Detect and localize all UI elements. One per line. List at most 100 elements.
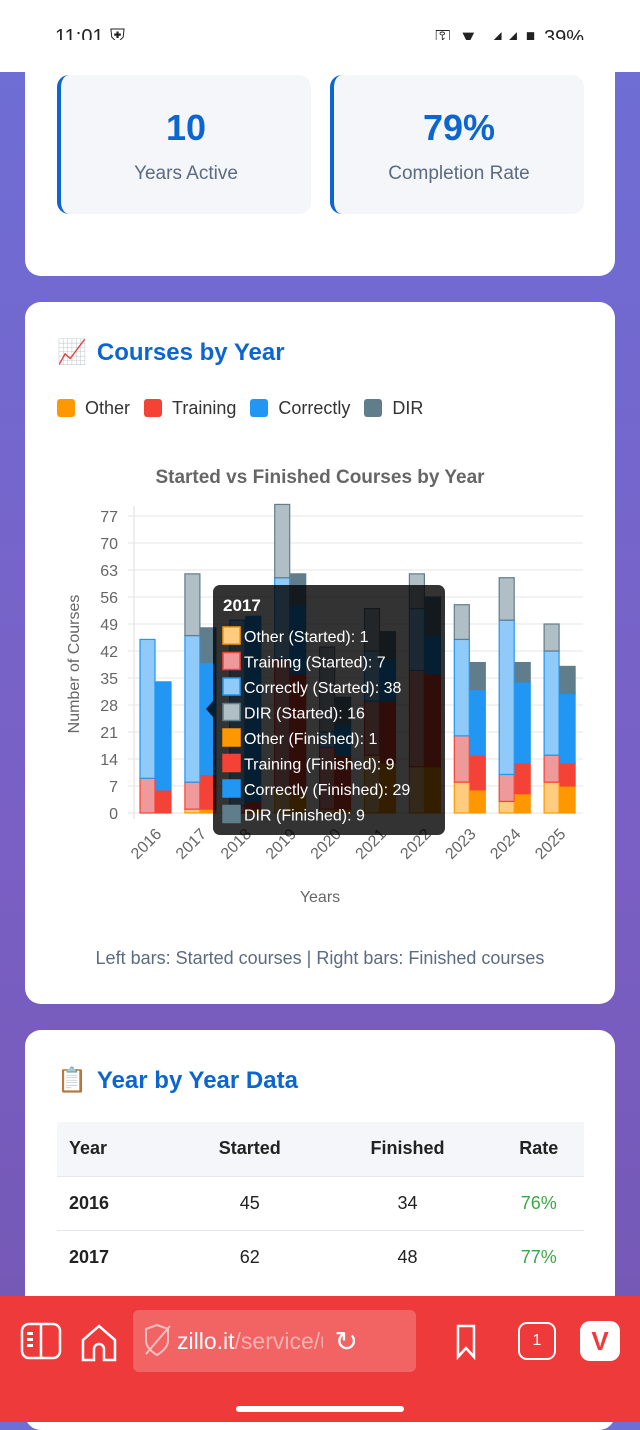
stat-label: Years Active — [134, 163, 238, 184]
bar-segment[interactable] — [453, 604, 470, 641]
cell-year: 2016 — [57, 1175, 178, 1230]
bar-segment[interactable] — [498, 773, 515, 803]
vivaldi-menu-icon[interactable]: V — [580, 1321, 620, 1361]
tracker-shield-icon[interactable] — [143, 1324, 173, 1358]
bar-segment[interactable] — [543, 650, 560, 756]
tooltip-swatch — [222, 779, 241, 798]
y-axis-label: Number of Courses — [66, 595, 83, 734]
bar-segment[interactable] — [155, 681, 172, 791]
reload-icon[interactable]: ↻ — [334, 1325, 358, 1357]
tooltip-item: Correctly (Started): 38 — [244, 680, 401, 697]
bar-segment[interactable] — [469, 789, 486, 814]
table-row: 2017 62 48 77% — [57, 1229, 584, 1284]
tooltip-item: DIR (Finished): 9 — [244, 808, 365, 825]
bar-segment[interactable] — [514, 762, 531, 795]
stat-completion-rate: 79% Completion Rate — [330, 75, 584, 214]
y-tick-label: 7 — [109, 779, 118, 796]
col-finished: Finished — [321, 1122, 494, 1176]
url-path: /service/u — [234, 1327, 323, 1354]
y-tick-label: 56 — [100, 590, 118, 607]
bar-segment[interactable] — [559, 692, 576, 764]
table-header: Year Started Finished Rate — [57, 1122, 584, 1176]
courses-chart[interactable]: Started vs Finished Courses by Year Year… — [25, 302, 615, 922]
tooltip-title: 2017 — [223, 596, 261, 615]
tooltip-swatch — [222, 728, 241, 747]
x-axis-label: Years — [300, 889, 340, 906]
col-year: Year — [57, 1122, 178, 1176]
tab-counter[interactable]: 1 — [518, 1322, 556, 1360]
table-row: 2016 45 34 76% — [57, 1175, 584, 1230]
bar-segment[interactable] — [274, 503, 291, 579]
y-tick-label: 77 — [100, 509, 118, 526]
x-tick-label: 2024 — [487, 826, 524, 863]
year-data-table: Year Started Finished Rate 2016 45 34 76… — [57, 1122, 584, 1284]
bar-segment[interactable] — [469, 661, 486, 691]
bar-segment[interactable] — [155, 789, 172, 814]
bar-segment[interactable] — [559, 762, 576, 787]
chart-tooltip: 2017 Other (Started): 1 Training (Started)… — [206, 585, 445, 835]
bar-segment[interactable] — [184, 573, 201, 637]
y-tick-label: 70 — [100, 536, 118, 553]
home-icon[interactable] — [80, 1324, 118, 1362]
bar-segment[interactable] — [498, 577, 515, 621]
bar-segment[interactable] — [514, 681, 531, 764]
col-rate: Rate — [493, 1122, 584, 1176]
cell-finished: 34 — [321, 1175, 494, 1230]
tooltip-item: DIR (Started): 16 — [244, 706, 365, 723]
tooltip-item: Correctly (Finished): 29 — [244, 782, 410, 799]
gesture-handle — [236, 1406, 404, 1412]
section-title-text: Courses by Year — [96, 338, 285, 366]
bar-segment[interactable] — [453, 781, 470, 814]
legend-other[interactable]: Other — [57, 398, 130, 419]
y-tick-label: 35 — [100, 671, 118, 688]
y-tick-label: 63 — [100, 563, 118, 580]
url-domain: zillo.it — [177, 1327, 235, 1354]
bar-segment[interactable] — [184, 781, 201, 810]
chart-title: Started vs Finished Courses by Year — [155, 467, 485, 488]
panels-icon[interactable] — [20, 1322, 62, 1360]
bar-segment[interactable] — [184, 634, 201, 783]
tooltip-bg — [213, 585, 445, 835]
bookmark-icon[interactable] — [455, 1324, 477, 1360]
y-tick-label: 21 — [100, 725, 118, 742]
stat-value: 10 — [165, 107, 207, 148]
stat-years-active: 10 Years Active — [57, 75, 311, 214]
bar-segment[interactable] — [139, 638, 156, 779]
section-title-text: Year by Year Data — [96, 1066, 298, 1094]
legend-correctly[interactable]: Correctly — [250, 398, 350, 419]
tooltip-swatch — [222, 804, 241, 824]
address-bar[interactable]: zillo.it/service/u ↻ — [133, 1310, 416, 1372]
x-tick-label: 2023 — [442, 826, 479, 863]
bar-segment[interactable] — [498, 800, 515, 814]
bar-segment[interactable] — [514, 661, 531, 683]
bar-segment[interactable] — [453, 638, 470, 737]
cell-started: 62 — [177, 1229, 322, 1284]
bar-segment[interactable] — [559, 785, 576, 814]
legend-dir[interactable]: DIR — [364, 398, 423, 419]
stats-card: 10 Years Active 79% Completion Rate — [25, 40, 615, 276]
x-tick-label: 2016 — [128, 826, 165, 863]
legend-training[interactable]: Training — [144, 398, 236, 419]
bar-segment[interactable] — [559, 665, 576, 695]
bar-segment[interactable] — [139, 777, 156, 814]
bar-segment[interactable] — [514, 793, 531, 814]
bar-segment[interactable] — [469, 754, 486, 791]
cell-rate: 76% — [493, 1175, 584, 1230]
bar-segment[interactable] — [543, 781, 560, 814]
tooltip-item: Other (Finished): 1 — [244, 731, 377, 748]
cell-rate: 77% — [493, 1229, 584, 1284]
chart-note: Left bars: Started courses | Right bars:… — [95, 948, 545, 968]
bar-segment[interactable] — [543, 754, 560, 783]
courses-card: 📈 Courses by Year Other Training Correct… — [25, 302, 615, 1004]
tooltip-item: Training (Started): 7 — [244, 655, 386, 672]
bar-segment[interactable] — [543, 623, 560, 652]
y-tick-label: 28 — [100, 698, 118, 715]
y-tick-label: 49 — [100, 617, 118, 634]
tooltip-item: Training (Finished): 9 — [244, 757, 395, 774]
bar-segment[interactable] — [498, 619, 515, 776]
stat-value: 79% — [422, 107, 496, 148]
bar-segment[interactable] — [469, 688, 486, 756]
bar-segment[interactable] — [453, 735, 470, 783]
y-tick-label: 14 — [100, 752, 118, 769]
y-tick-label: 0 — [109, 806, 118, 823]
